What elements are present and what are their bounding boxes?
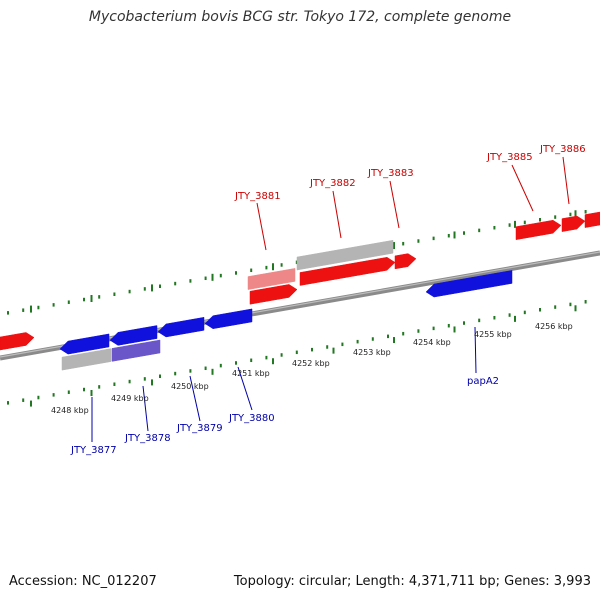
gene-jty-3882[interactable] [299, 257, 396, 286]
leader-line [389, 180, 400, 229]
gene-features[interactable] [0, 211, 600, 371]
gene-label-papa2[interactable]: papA2 [467, 376, 499, 387]
gene-jty-3883[interactable] [394, 253, 417, 270]
gene-jty-3881[interactable] [249, 284, 298, 305]
gene-label-jty-3879[interactable]: JTY_3879 [176, 423, 223, 434]
gene-label-jty-3877[interactable]: JTY_3877 [70, 445, 117, 456]
tick-label: 4254 kbp [413, 338, 451, 347]
lower-scale-track [7, 300, 587, 407]
tick-label: 4248 kbp [51, 406, 89, 415]
gene-papa2[interactable] [425, 270, 513, 298]
label-leaders [91, 156, 570, 442]
leader-line [511, 164, 534, 212]
tick-labels: 4248 kbp 4249 kbp 4250 kbp 4251 kbp 4252… [51, 322, 573, 415]
gene-label-jty-3885[interactable]: JTY_3885 [486, 152, 533, 163]
tick-label: 4252 kbp [292, 359, 330, 368]
gene-label-jty-3883[interactable]: JTY_3883 [367, 168, 414, 179]
gene-jty-3885[interactable] [515, 219, 562, 240]
leader-line [474, 326, 477, 374]
gene-label-jty-3886[interactable]: JTY_3886 [539, 144, 586, 155]
gene-jty-3886[interactable] [561, 215, 586, 232]
map-title: Mycobacterium bovis BCG str. Tokyo 172, … [88, 9, 512, 25]
tick-label: 4256 kbp [535, 322, 573, 331]
leader-line [256, 202, 267, 251]
gene-label-jty-3882[interactable]: JTY_3882 [309, 178, 356, 189]
gene-forward-left[interactable] [0, 332, 35, 351]
gene-forward-edge[interactable] [584, 211, 600, 228]
leader-line [562, 156, 570, 205]
gene-label-jty-3878[interactable]: JTY_3878 [124, 433, 171, 444]
gene-jty-3879[interactable] [157, 317, 205, 338]
tick-label: 4250 kbp [171, 382, 209, 391]
tick-label: 4255 kbp [474, 330, 512, 339]
gene-pseudo-jty-3882[interactable] [296, 239, 394, 271]
gene-label-jty-3880[interactable]: JTY_3880 [228, 413, 275, 424]
gene-jty-3878[interactable] [109, 325, 158, 346]
gene-jty-3880[interactable] [204, 308, 253, 329]
gene-labels[interactable]: JTY_3881 JTY_3882 JTY_3883 JTY_3885 JTY_… [70, 144, 586, 456]
genome-summary-text: Topology: circular; Length: 4,371,711 bp… [233, 574, 591, 589]
tick-label: 4251 kbp [232, 369, 270, 378]
gene-pseudo-jty-3878[interactable] [111, 339, 161, 362]
gene-pseudo-jty-3881[interactable] [247, 268, 296, 290]
gene-pseudo-jty-3877[interactable] [61, 348, 112, 371]
tick-label: 4253 kbp [353, 348, 391, 357]
gene-label-jty-3881[interactable]: JTY_3881 [234, 191, 281, 202]
leader-line [189, 375, 201, 422]
leader-line [142, 385, 149, 432]
leader-line [332, 190, 342, 239]
gene-jty-3877[interactable] [59, 333, 110, 355]
leader-line [237, 366, 253, 411]
accession-text: Accession: NC_012207 [9, 574, 157, 589]
tick-label: 4249 kbp [111, 394, 149, 403]
